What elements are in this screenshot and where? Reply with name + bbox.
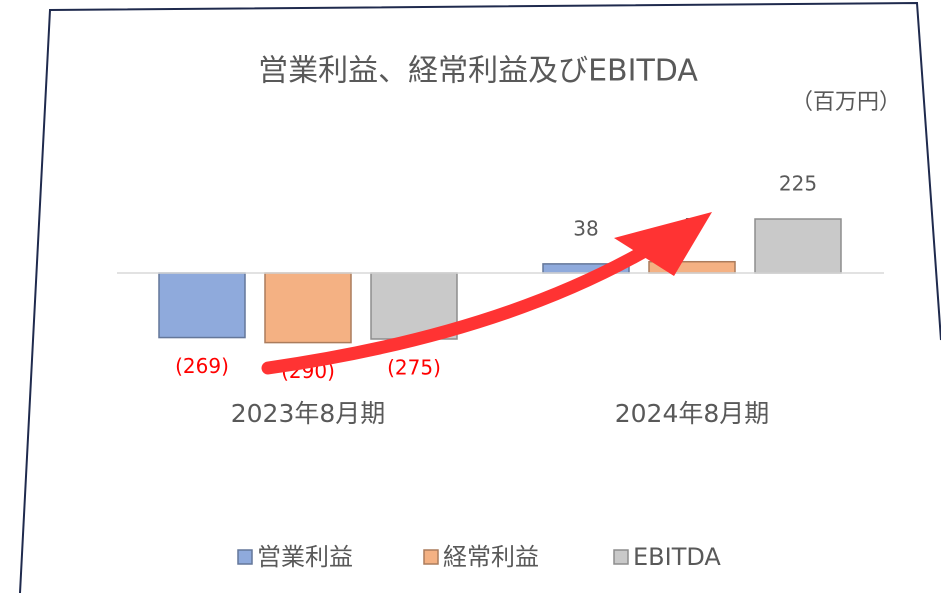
arrow — [261, 212, 712, 375]
data-label: 38 — [573, 216, 598, 240]
bar — [158, 272, 246, 339]
unit-label: （百万円） — [791, 90, 901, 115]
frame — [19, 1, 941, 593]
arrow-body — [261, 241, 657, 375]
chart-title: 営業利益、経常利益及びEBITDA — [258, 54, 698, 89]
x-tick-label: 2023年8月期 — [231, 399, 386, 428]
data-label: (275) — [387, 356, 441, 380]
legend-label: 営業利益 — [257, 543, 353, 571]
legend-label: 経常利益 — [443, 543, 539, 571]
arrow-head — [614, 212, 712, 276]
legend-swatch — [237, 549, 253, 565]
legend-label: EBITDA — [633, 543, 721, 571]
data-label: (269) — [175, 354, 229, 378]
bar — [754, 218, 842, 274]
x-tick-label: 2024年8月期 — [615, 399, 770, 428]
bar — [264, 272, 352, 344]
data-label: 225 — [779, 172, 817, 196]
legend-swatch — [613, 549, 629, 565]
legend-swatch — [423, 549, 439, 565]
